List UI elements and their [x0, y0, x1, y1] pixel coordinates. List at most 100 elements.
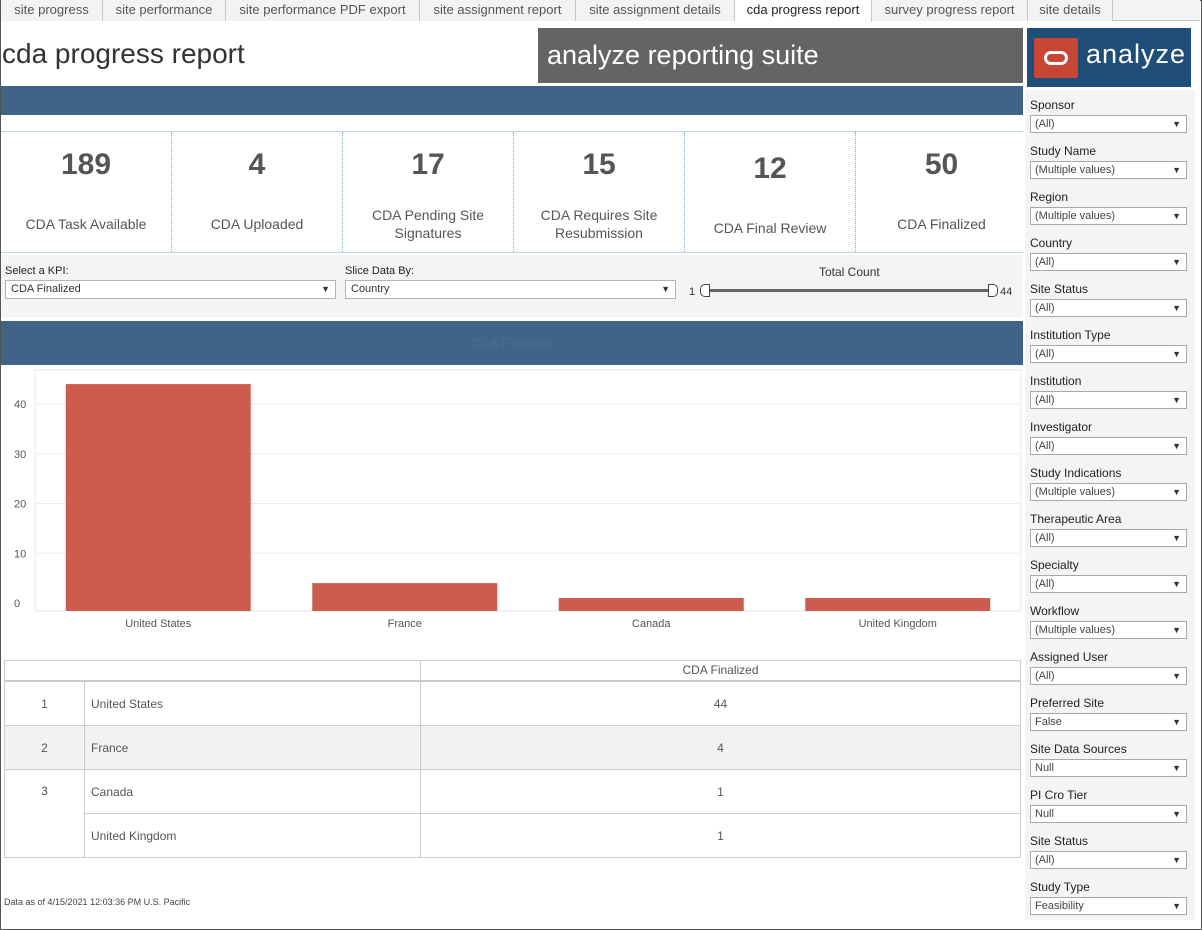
data-timestamp: Data as of 4/15/2021 12:03:36 PM U.S. Pa… [4, 897, 191, 907]
bar [312, 583, 498, 611]
filter-select-investigator[interactable]: (All) ▼ [1030, 437, 1187, 455]
x-category-label: France [388, 618, 422, 630]
kpi-card-uploaded[interactable]: 4 CDA Uploaded [172, 132, 343, 252]
filter-select-specialty[interactable]: (All) ▼ [1030, 575, 1187, 593]
chevron-down-icon: ▼ [1172, 119, 1181, 129]
chevron-down-icon: ▼ [1172, 211, 1181, 221]
table-value-cell: 1 [420, 813, 1021, 858]
slider-min-handle[interactable] [700, 284, 710, 297]
slice-select-value: Country [351, 283, 390, 295]
table-rank-cell: 1 [4, 681, 85, 726]
table-value-cell: 1 [420, 769, 1021, 814]
page-title: cda progress report [2, 38, 245, 69]
filter-label: Preferred Site [1030, 696, 1105, 710]
tab-survey-progress-report[interactable]: survey progress report [872, 0, 1028, 21]
filter-select-assigned-user[interactable]: (All) ▼ [1030, 667, 1187, 685]
chevron-down-icon: ▼ [1172, 763, 1181, 773]
filter-select-study-indications[interactable]: (Multiple values) ▼ [1030, 483, 1187, 501]
table-value-cell: 4 [420, 725, 1021, 770]
filter-select-site-data-sources[interactable]: Null ▼ [1030, 759, 1187, 777]
chevron-down-icon: ▼ [1172, 487, 1181, 497]
slice-select[interactable]: Country ▼ [345, 280, 676, 299]
filter-select-study-name[interactable]: (Multiple values) ▼ [1030, 161, 1187, 179]
filter-select-pi-cro-tier[interactable]: Null ▼ [1030, 805, 1187, 823]
table-rank-cell: 2 [4, 725, 85, 770]
filter-sidebar: Sponsor (All) ▼ Study Name (Multiple values)… [1025, 90, 1195, 920]
filter-label: Region [1030, 190, 1069, 204]
y-tick-label: 20 [14, 499, 26, 511]
kpi-label: CDA Pending Site Signatures [371, 207, 485, 241]
tab-site-progress[interactable]: site progress [1, 0, 103, 21]
filter-select-site-status[interactable]: (All) ▼ [1030, 851, 1187, 869]
filter-select-country[interactable]: (All) ▼ [1030, 253, 1187, 271]
kpi-card-final-review[interactable]: 12 CDA Final Review [685, 132, 856, 252]
kpi-value: 50 [924, 148, 959, 181]
filter-label: Site Status [1030, 282, 1089, 296]
kpi-select[interactable]: CDA Finalized ▼ [5, 280, 336, 299]
tab-site-performance-pdf-export[interactable]: site performance PDF export [226, 0, 420, 21]
table-country-cell: France [84, 725, 421, 770]
filter-label: Specialty [1030, 558, 1079, 572]
filter-label: Site Status [1030, 834, 1089, 848]
total-count-slider[interactable] [706, 289, 994, 292]
kpi-card-finalized[interactable]: 50 CDA Finalized [856, 132, 1027, 252]
filter-select-workflow[interactable]: (Multiple values) ▼ [1030, 621, 1187, 639]
filter-label: Site Data Sources [1030, 742, 1127, 756]
chevron-down-icon: ▼ [1172, 257, 1181, 267]
chevron-down-icon: ▼ [1172, 625, 1181, 635]
y-tick-label: 10 [14, 548, 26, 560]
slider-max-value: 44 [1000, 286, 1013, 298]
filter-select-value: (Multiple values) [1035, 210, 1116, 222]
filter-select-institution-type[interactable]: (All) ▼ [1030, 345, 1187, 363]
table-rank-cell: 3 [4, 769, 85, 858]
chevron-down-icon: ▼ [1172, 717, 1181, 727]
slider-max-handle[interactable] [988, 284, 998, 297]
table-country-cell: United Kingdom [84, 813, 421, 858]
tab-site-assignment-details[interactable]: site assignment details [576, 0, 735, 21]
header-band [1, 86, 1023, 115]
filter-label: Sponsor [1030, 98, 1075, 112]
filter-label: Investigator [1030, 420, 1093, 434]
tab-site-assignment-report[interactable]: site assignment report [420, 0, 576, 21]
filter-select-value: (All) [1035, 118, 1055, 130]
slice-select-label: Slice Data By: [345, 265, 415, 277]
x-category-label: Canada [632, 618, 671, 630]
x-category-label: United Kingdom [859, 618, 937, 630]
filter-select-study-type[interactable]: Feasibility ▼ [1030, 897, 1187, 915]
filter-select-preferred-site[interactable]: False ▼ [1030, 713, 1187, 731]
filter-select-therapeutic-area[interactable]: (All) ▼ [1030, 529, 1187, 547]
filter-select-value: (All) [1035, 394, 1055, 406]
filter-label: Institution Type [1030, 328, 1111, 342]
filter-select-value: (All) [1035, 578, 1055, 590]
kpi-label: CDA Requires Site Resubmission [540, 207, 658, 241]
filter-select-sponsor[interactable]: (All) ▼ [1030, 115, 1187, 133]
kpi-value: 4 [248, 148, 266, 181]
chevron-down-icon: ▼ [1172, 395, 1181, 405]
chevron-down-icon: ▼ [661, 284, 670, 294]
filter-select-value: (All) [1035, 854, 1055, 866]
filter-select-institution[interactable]: (All) ▼ [1030, 391, 1187, 409]
filter-label: Study Indications [1030, 466, 1122, 480]
filter-select-region[interactable]: (Multiple values) ▼ [1030, 207, 1187, 225]
kpi-card-task-available[interactable]: 189 CDA Task Available [1, 132, 172, 252]
tab-site-performance[interactable]: site performance [103, 0, 226, 21]
filter-select-site-status[interactable]: (All) ▼ [1030, 299, 1187, 317]
filter-select-value: (All) [1035, 348, 1055, 360]
bar [805, 598, 991, 611]
kpi-card-pending-signatures[interactable]: 17 CDA Pending Site Signatures [343, 132, 514, 252]
filter-select-value: (Multiple values) [1035, 486, 1116, 498]
table-header-value: CDA Finalized [420, 660, 1021, 681]
tab-site-details[interactable]: site details [1028, 0, 1113, 21]
kpi-row: 189 CDA Task Available 4 CDA Uploaded 17… [1, 131, 1023, 253]
chevron-down-icon: ▼ [1172, 349, 1181, 359]
chevron-down-icon: ▼ [1172, 901, 1181, 911]
filter-select-value: (All) [1035, 440, 1055, 452]
table-country-cell: United States [84, 681, 421, 726]
chevron-down-icon: ▼ [321, 284, 330, 294]
filter-label: Study Name [1030, 144, 1097, 158]
tab-cda-progress-report[interactable]: cda progress report [735, 0, 872, 22]
kpi-card-requires-resubmission[interactable]: 15 CDA Requires Site Resubmission [514, 132, 685, 252]
filter-select-value: (All) [1035, 670, 1055, 682]
chevron-down-icon: ▼ [1172, 303, 1181, 313]
kpi-label: CDA Finalized [897, 216, 986, 232]
